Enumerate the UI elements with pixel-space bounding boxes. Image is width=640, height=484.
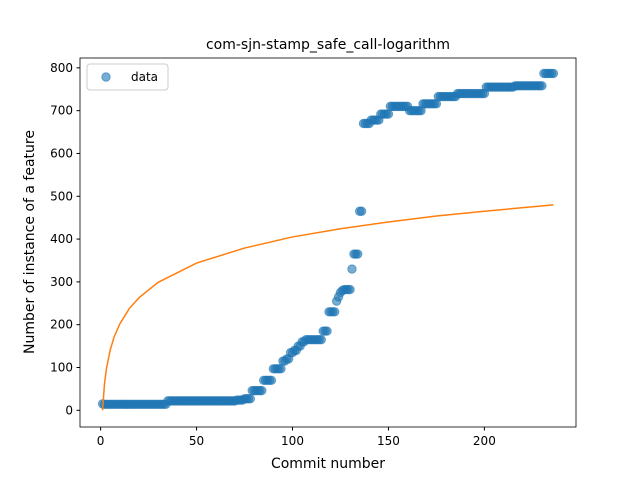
y-tick-label: 200 [50,318,73,332]
data-point [383,109,394,119]
data-point [537,81,547,91]
x-tick-label: 0 [97,434,105,448]
data-point [316,334,326,345]
legend-label: data [131,70,158,84]
plot-frame [79,57,577,428]
x-axis-label: Commit number [271,456,385,472]
y-tick-label: 400 [50,232,73,246]
data-point [257,385,267,396]
legend-marker [101,72,111,82]
y-axis-label: Number of instance of a feature [22,130,38,354]
y-tick-label: 700 [50,104,73,118]
data-point [322,326,332,336]
x-tick-label: 100 [281,434,304,448]
data-point [345,284,355,295]
y-tick-label: 300 [50,275,73,289]
legend-box [86,63,169,91]
x-tick-label: 200 [473,434,496,448]
data-point [548,68,559,79]
data-point [245,394,255,404]
y-tick-label: 800 [50,61,73,75]
data-point [347,264,357,274]
data-point [266,375,277,386]
fit-line [101,204,554,411]
x-tick-label: 150 [377,434,400,448]
data-point [356,206,367,216]
data-point [330,307,340,317]
y-tick-label: 0 [65,403,73,417]
chart-title: com-sjn-stamp_safe_call-logarithm [206,37,450,53]
data-point [276,364,286,374]
y-tick-label: 100 [50,360,73,374]
y-tick-label: 600 [50,146,73,160]
data-point [353,249,363,259]
x-tick-label: 50 [189,434,204,448]
y-tick-label: 500 [50,189,73,203]
